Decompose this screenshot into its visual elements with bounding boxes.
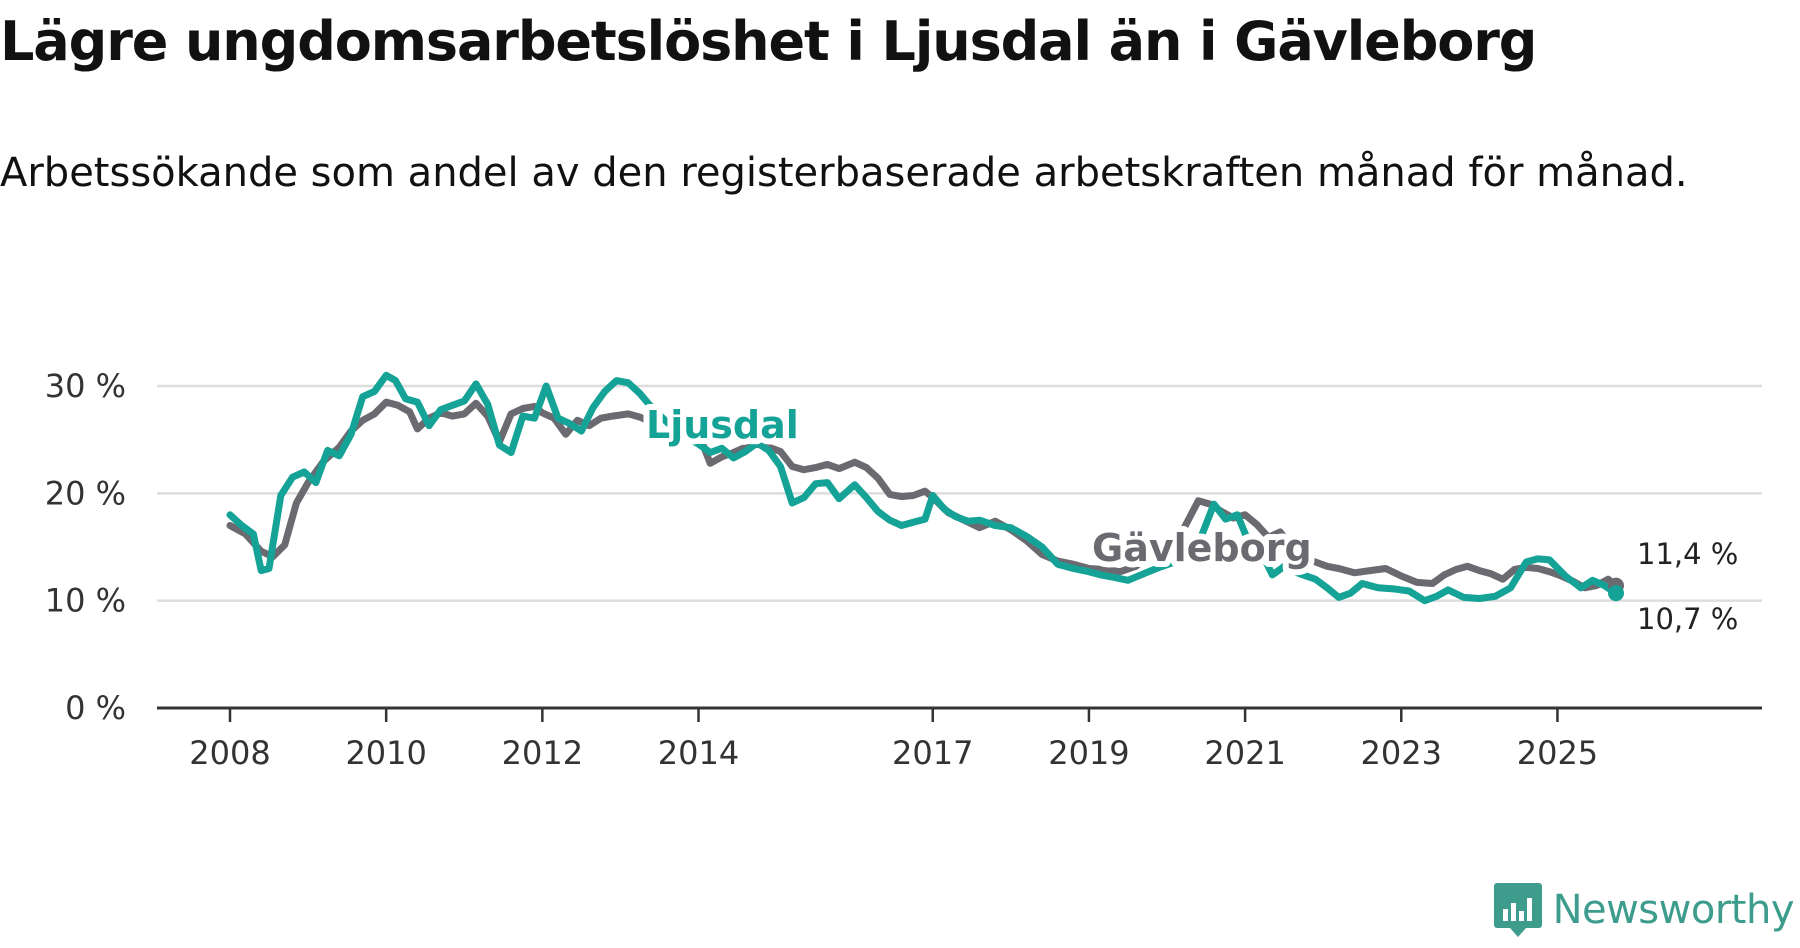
end-label-ljusdal: 10,7 % (1637, 602, 1738, 636)
x-axis: 2008 2010 2012 2014 2017 2019 2021 2023 2025 (189, 708, 1598, 772)
x-tick-label: 2008 (189, 734, 270, 772)
brand-name: Newsworthy (1552, 887, 1795, 933)
series-lines (226, 371, 1620, 605)
end-point-ljusdal (1608, 585, 1625, 602)
x-tick-label: 2025 (1517, 734, 1598, 772)
chart-title: Lägre ungdomsarbetslöshet i Ljusdal än i… (0, 10, 1537, 73)
x-tick-label: 2019 (1048, 734, 1129, 772)
newsworthy-logo-icon (1493, 883, 1542, 937)
x-tick-label: 2010 (345, 734, 426, 772)
y-tick-label: 0 % (65, 689, 126, 727)
series-labels: 11,4 %10,7 %LjusdalLjusdalGävleborgGävle… (640, 397, 1738, 636)
series-label-gavleborg: Gävleborg (1092, 526, 1312, 570)
y-tick-label: 10 % (45, 582, 126, 620)
y-tick-label: 20 % (45, 474, 126, 512)
y-tick-label: 30 % (45, 367, 126, 405)
y-axis: 0 % 10 % 20 % 30 % (45, 367, 126, 727)
series-line-gavleborg (226, 398, 1620, 592)
chart-subtitle: Arbetssökande som andel av den registerb… (0, 150, 1688, 196)
series-line-ljusdal (226, 371, 1620, 605)
end-label-gavleborg: 11,4 % (1637, 537, 1738, 571)
gridlines (157, 384, 1762, 602)
x-tick-label: 2012 (502, 734, 583, 772)
x-tick-label: 2017 (892, 734, 973, 772)
series-label-ljusdal: Ljusdal (646, 403, 799, 447)
x-tick-label: 2023 (1361, 734, 1442, 772)
x-tick-label: 2014 (658, 734, 739, 772)
series-label-ljusdal-halo: Ljusdal (646, 403, 799, 447)
brand: Newsworthy (1493, 880, 1800, 940)
series-label-gavleborg-halo: Gävleborg (1092, 526, 1312, 570)
x-tick-label: 2021 (1204, 734, 1285, 772)
